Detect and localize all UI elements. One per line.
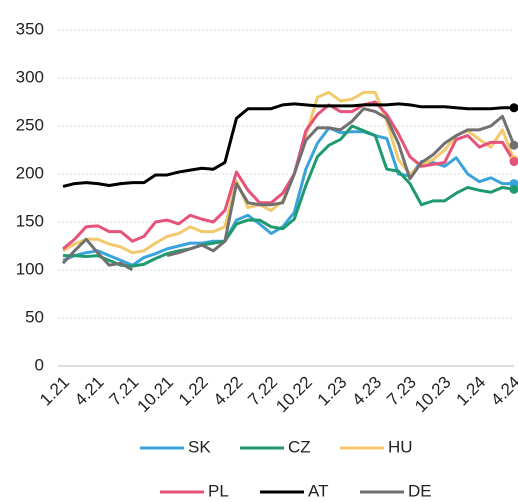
series-line xyxy=(62,90,516,255)
series-line xyxy=(62,100,516,251)
legend-label: CZ xyxy=(288,437,311,456)
end-marker xyxy=(509,140,518,150)
legend-label: SK xyxy=(188,437,211,456)
x-tick-label: 4.22 xyxy=(210,373,247,410)
end-marker xyxy=(509,103,518,113)
legend-label: DE xyxy=(408,481,432,500)
x-tick-label: 1.23 xyxy=(314,373,351,410)
legend-label: AT xyxy=(308,481,328,500)
y-tick-label: 300 xyxy=(16,67,44,86)
y-tick-label: 250 xyxy=(16,115,44,134)
x-tick-label: 4.24 xyxy=(487,373,518,410)
y-tick-label: 200 xyxy=(16,163,44,182)
y-tick-label: 0 xyxy=(35,355,44,374)
legend-label: HU xyxy=(388,437,413,456)
series-line xyxy=(63,124,515,268)
x-tick-label: 4.21 xyxy=(71,373,108,410)
end-marker xyxy=(509,184,518,194)
x-tick-label: 10.22 xyxy=(272,373,316,417)
x-tick-label: 10.23 xyxy=(411,373,455,417)
x-tick-label: 1.24 xyxy=(452,373,489,410)
y-tick-label: 100 xyxy=(16,259,44,278)
y-tick-label: 150 xyxy=(16,211,44,230)
x-tick-label: 1.22 xyxy=(175,373,212,410)
y-tick-label: 350 xyxy=(16,19,44,38)
x-tick-label: 1.21 xyxy=(36,373,73,410)
y-tick-label: 50 xyxy=(25,307,44,326)
series-line xyxy=(61,107,516,272)
x-tick-label: 4.23 xyxy=(348,373,385,410)
legend-label: PL xyxy=(208,481,229,500)
x-tick-label: 10.21 xyxy=(134,373,178,417)
series-line xyxy=(62,102,514,188)
end-marker xyxy=(509,157,518,167)
